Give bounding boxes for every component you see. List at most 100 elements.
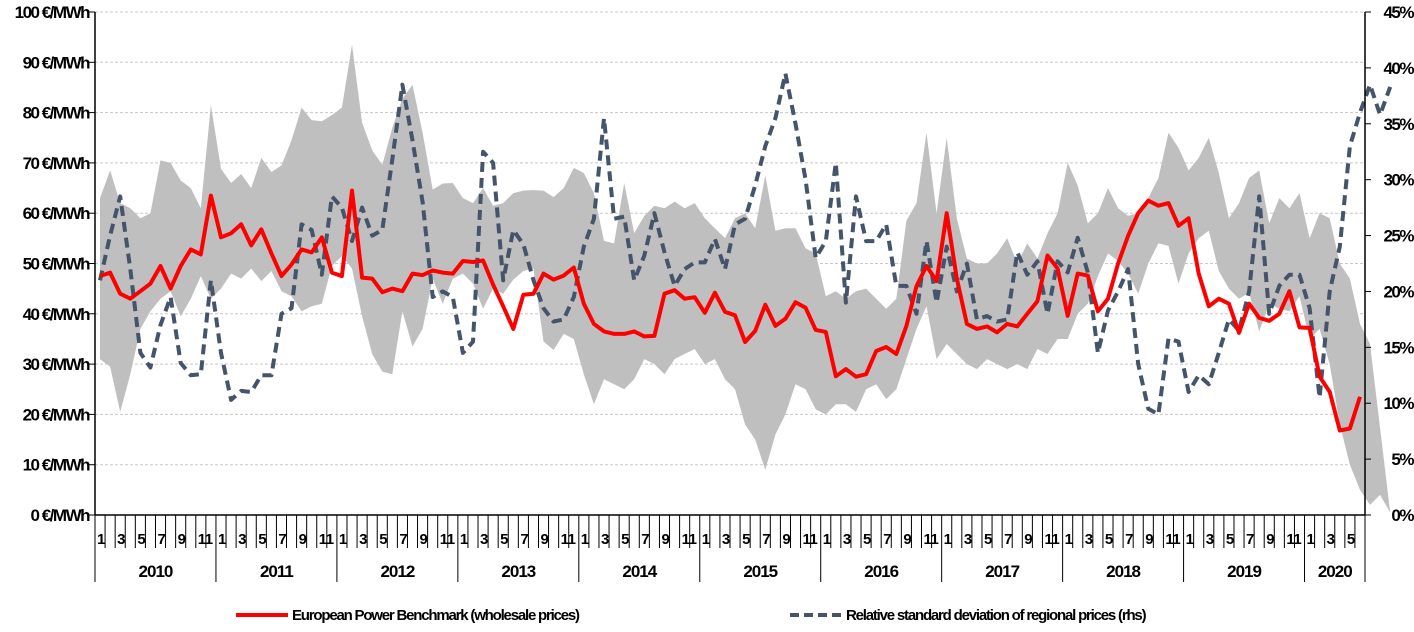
month-label: 7 xyxy=(762,531,770,548)
month-label: 11 xyxy=(319,531,334,548)
month-label: 3 xyxy=(722,531,730,548)
legend-item-benchmark: European Power Benchmark (wholesale pric… xyxy=(236,604,580,626)
y-tick-label: 0 €/MWh xyxy=(31,506,91,525)
month-label: 3 xyxy=(238,531,246,548)
month-label: 7 xyxy=(883,531,891,548)
y2-tick-label: 15% xyxy=(1383,338,1414,357)
year-label: 2014 xyxy=(622,562,657,581)
month-label: 3 xyxy=(1327,531,1335,548)
month-label: 7 xyxy=(1004,531,1012,548)
month-label: 1 xyxy=(460,531,468,548)
month-label: 3 xyxy=(601,531,609,548)
year-label: 2011 xyxy=(260,562,293,581)
month-label: 3 xyxy=(964,531,972,548)
month-label: 11 xyxy=(1044,531,1059,548)
year-label: 2010 xyxy=(139,562,173,581)
month-label: 3 xyxy=(843,531,851,548)
y2-tick-label: 45% xyxy=(1383,3,1414,22)
y2-tick-label: 20% xyxy=(1383,282,1414,301)
month-label: 1 xyxy=(823,531,831,548)
month-label: 7 xyxy=(641,531,649,548)
month-label: 7 xyxy=(1125,531,1133,548)
month-label: 9 xyxy=(1266,531,1274,548)
series-line-benchmark xyxy=(99,188,1362,433)
y-tick-label: 10 €/MWh xyxy=(23,456,91,475)
year-label: 2013 xyxy=(501,562,535,581)
y-tick-label: 40 €/MWh xyxy=(23,305,91,324)
month-label: 5 xyxy=(137,531,145,548)
y-tick-label: 70 €/MWh xyxy=(23,154,91,173)
month-label: 9 xyxy=(420,531,428,548)
year-label: 2020 xyxy=(1318,562,1352,581)
y-tick-label: 30 €/MWh xyxy=(23,355,91,374)
y2-tick-label: 0% xyxy=(1391,506,1414,525)
month-label: 1 xyxy=(1065,531,1073,548)
month-label: 9 xyxy=(782,531,790,548)
legend-item-rsd: Relative standard deviation of regional … xyxy=(790,604,1147,626)
month-label: 7 xyxy=(1246,531,1254,548)
month-label: 11 xyxy=(803,531,818,548)
month-label: 3 xyxy=(359,531,367,548)
month-label: 7 xyxy=(278,531,286,548)
month-label: 3 xyxy=(480,531,488,548)
month-label: 11 xyxy=(1165,531,1180,548)
legend-label-benchmark: European Power Benchmark (wholesale pric… xyxy=(292,606,580,624)
y-tick-label: 20 €/MWh xyxy=(23,405,91,424)
month-label: 7 xyxy=(399,531,407,548)
month-label: 1 xyxy=(581,531,589,548)
month-label: 11 xyxy=(924,531,939,548)
month-label: 5 xyxy=(258,531,266,548)
y-axis-ticks: 0 €/MWh 10 €/MWh 20 €/MWh 30 €/MWh 40 €/MWh 5… xyxy=(15,3,95,525)
y2-tick-label: 5% xyxy=(1391,450,1414,469)
month-label: 9 xyxy=(1024,531,1032,548)
month-label: 3 xyxy=(1206,531,1214,548)
month-label: 9 xyxy=(1145,531,1153,548)
month-label: 5 xyxy=(984,531,992,548)
y2-tick-label: 10% xyxy=(1383,394,1414,413)
chart-area: 0 €/MWh 10 €/MWh 20 €/MWh 30 €/MWh 40 €/MWh 5… xyxy=(15,3,1414,582)
legend-swatch-dashed xyxy=(790,613,842,617)
legend-swatch-solid-red xyxy=(236,613,288,617)
y2-tick-label: 40% xyxy=(1383,59,1414,78)
y-tick-label: 90 €/MWh xyxy=(23,53,91,72)
month-label: 9 xyxy=(178,531,186,548)
month-label: 11 xyxy=(1286,531,1301,548)
legend-label-rsd: Relative standard deviation of regional … xyxy=(846,606,1147,624)
month-label: 5 xyxy=(1347,531,1355,548)
month-label: 5 xyxy=(500,531,508,548)
month-label: 1 xyxy=(944,531,952,548)
y-tick-label: 100 €/MWh xyxy=(15,3,90,22)
month-label: 1 xyxy=(97,531,105,548)
month-label: 3 xyxy=(1085,531,1093,548)
month-label: 9 xyxy=(903,531,911,548)
month-label: 5 xyxy=(1105,531,1113,548)
year-label: 2017 xyxy=(985,562,1019,581)
month-label: 11 xyxy=(198,531,213,548)
month-label: 1 xyxy=(702,531,710,548)
y-tick-label: 60 €/MWh xyxy=(23,204,91,223)
y2-tick-label: 25% xyxy=(1383,227,1414,246)
month-label: 11 xyxy=(682,531,697,548)
year-label: 2019 xyxy=(1227,562,1261,581)
month-label: 5 xyxy=(863,531,871,548)
year-label: 2012 xyxy=(380,562,414,581)
y2-tick-label: 35% xyxy=(1383,115,1414,134)
year-label: 2015 xyxy=(743,562,777,581)
month-label: 11 xyxy=(561,531,576,548)
price-range-area xyxy=(100,44,1391,513)
month-label: 1 xyxy=(339,531,347,548)
month-label: 1 xyxy=(1307,531,1315,548)
month-label: 7 xyxy=(157,531,165,548)
month-label: 7 xyxy=(520,531,528,548)
year-label: 2016 xyxy=(864,562,898,581)
month-label: 9 xyxy=(299,531,307,548)
y2-tick-label: 30% xyxy=(1383,171,1414,190)
x-axis-ticks: 1 3 5 7 9 11 1 3 5 7 9 11 1 3 5 7 9 11 1 3 5 7 9 11 1 3 5 7 9 11 1 3 5 7 9… xyxy=(94,515,1366,582)
month-label: 5 xyxy=(379,531,387,548)
month-label: 3 xyxy=(117,531,125,548)
month-label: 5 xyxy=(1226,531,1234,548)
y-tick-label: 80 €/MWh xyxy=(23,104,91,123)
month-label: 9 xyxy=(540,531,548,548)
month-label: 1 xyxy=(1186,531,1194,548)
month-label: 9 xyxy=(661,531,669,548)
